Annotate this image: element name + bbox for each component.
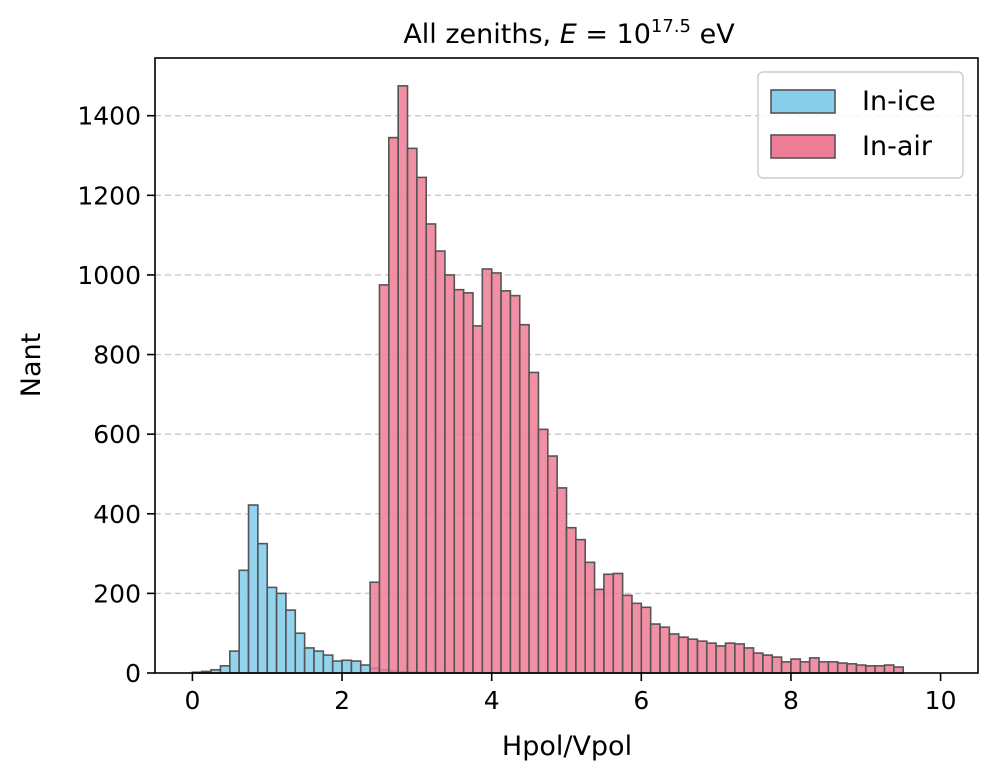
bar-in-air bbox=[528, 371, 540, 674]
bar-in-air bbox=[659, 626, 671, 674]
bar-in-air bbox=[593, 588, 605, 674]
y-tick-label: 400 bbox=[93, 500, 141, 529]
x-axis-label: Hpol/Vpol bbox=[502, 731, 632, 762]
bar-in-air bbox=[696, 640, 708, 674]
bar-in-air bbox=[603, 573, 615, 674]
bar-in-air bbox=[874, 665, 886, 674]
bar-in-ice bbox=[285, 609, 297, 674]
bar-in-air bbox=[444, 274, 456, 674]
bar-in-air bbox=[500, 290, 512, 674]
x-tick-label: 6 bbox=[633, 686, 649, 715]
bar-in-air bbox=[808, 657, 820, 674]
bar-in-air bbox=[416, 176, 428, 674]
bar-in-air bbox=[565, 526, 577, 674]
bar-in-air bbox=[462, 292, 474, 674]
bar-in-ice bbox=[359, 664, 371, 674]
bar-in-air bbox=[687, 638, 699, 674]
y-tick-label: 600 bbox=[93, 420, 141, 449]
x-tick-label: 2 bbox=[334, 686, 350, 715]
y-tick-label: 1000 bbox=[77, 261, 141, 290]
bar-in-air bbox=[453, 288, 465, 674]
bar-in-ice bbox=[313, 650, 325, 674]
x-ticks: 0 2 4 6 8 10 bbox=[184, 673, 956, 715]
legend-swatch-in-air bbox=[770, 134, 836, 159]
bar-in-air bbox=[752, 652, 764, 674]
bar-in-air bbox=[864, 665, 876, 674]
bar-in-air bbox=[406, 147, 418, 674]
bar-in-air bbox=[855, 664, 867, 674]
bar-in-air bbox=[575, 538, 587, 674]
bar-in-air bbox=[780, 661, 792, 674]
legend: In-ice In-air bbox=[757, 71, 964, 179]
bar-in-ice bbox=[322, 654, 334, 674]
x-tick-label: 4 bbox=[484, 686, 500, 715]
legend-label-in-air: In-air bbox=[862, 131, 933, 162]
bar-in-air bbox=[762, 654, 774, 674]
bar-in-air bbox=[556, 487, 568, 674]
bar-in-air bbox=[790, 658, 802, 674]
bar-in-ice bbox=[331, 660, 343, 674]
bar-in-air bbox=[640, 606, 652, 674]
y-axis-label: Nant bbox=[16, 333, 47, 397]
bar-in-air bbox=[397, 85, 409, 674]
bar-in-ice bbox=[294, 632, 306, 674]
bar-in-ice bbox=[266, 586, 278, 674]
bar-in-air bbox=[369, 581, 381, 674]
bar-in-air bbox=[612, 572, 624, 674]
bar-in-air bbox=[509, 294, 521, 674]
bar-in-air bbox=[724, 642, 736, 674]
bar-in-air bbox=[771, 656, 783, 674]
bar-in-air bbox=[799, 661, 811, 674]
bar-in-ice bbox=[303, 647, 315, 674]
y-tick-label: 1400 bbox=[77, 102, 141, 131]
bar-in-air bbox=[584, 561, 596, 674]
bar-in-ice bbox=[238, 569, 250, 674]
bar-in-ice bbox=[247, 504, 259, 674]
bar-in-ice bbox=[341, 659, 353, 674]
bar-in-air bbox=[425, 223, 437, 674]
chart-title: All zeniths, E = 1017.5 eV bbox=[403, 16, 735, 50]
bar-in-air bbox=[836, 662, 848, 674]
bar-in-air bbox=[537, 428, 549, 674]
bar-in-air bbox=[677, 636, 689, 674]
x-tick-label: 0 bbox=[184, 686, 200, 715]
bar-in-ice bbox=[219, 665, 231, 674]
legend-swatch-in-ice bbox=[770, 89, 836, 114]
bar-in-air bbox=[649, 623, 661, 674]
bar-in-air bbox=[827, 661, 839, 674]
y-tick-label: 800 bbox=[93, 341, 141, 370]
bar-in-ice bbox=[229, 650, 240, 674]
y-tick-label: 0 bbox=[125, 659, 141, 688]
x-tick-label: 8 bbox=[783, 686, 799, 715]
bar-in-air bbox=[518, 323, 530, 674]
bar-in-air bbox=[734, 643, 745, 674]
bar-in-air bbox=[388, 136, 399, 674]
bar-in-air bbox=[705, 642, 717, 674]
bar-in-ice bbox=[257, 542, 269, 674]
bar-in-air bbox=[668, 633, 680, 674]
plot-frame bbox=[154, 57, 979, 674]
bar-in-air bbox=[631, 602, 643, 674]
bar-in-air bbox=[893, 666, 904, 674]
bar-in-air bbox=[883, 664, 895, 674]
bar-in-air bbox=[378, 284, 390, 674]
bar-in-air bbox=[434, 250, 446, 674]
y-ticks: 0 200 400 600 800 1000 1200 1400 bbox=[77, 102, 155, 688]
bar-in-air bbox=[546, 455, 558, 674]
bar-in-air bbox=[490, 272, 502, 674]
bar-in-air bbox=[846, 663, 858, 674]
bar-in-air bbox=[621, 594, 633, 674]
legend-label-in-ice: In-ice bbox=[862, 86, 936, 117]
bar-in-air bbox=[472, 325, 484, 674]
bar-in-air bbox=[481, 268, 493, 674]
bar-in-air bbox=[743, 647, 755, 674]
x-tick-label: 10 bbox=[925, 686, 957, 715]
y-tick-label: 1200 bbox=[77, 181, 141, 210]
y-tick-label: 200 bbox=[93, 579, 141, 608]
bar-in-ice bbox=[275, 592, 287, 674]
bar-in-air bbox=[715, 645, 727, 674]
bar-in-air bbox=[818, 661, 830, 674]
bar-in-ice bbox=[350, 660, 362, 674]
